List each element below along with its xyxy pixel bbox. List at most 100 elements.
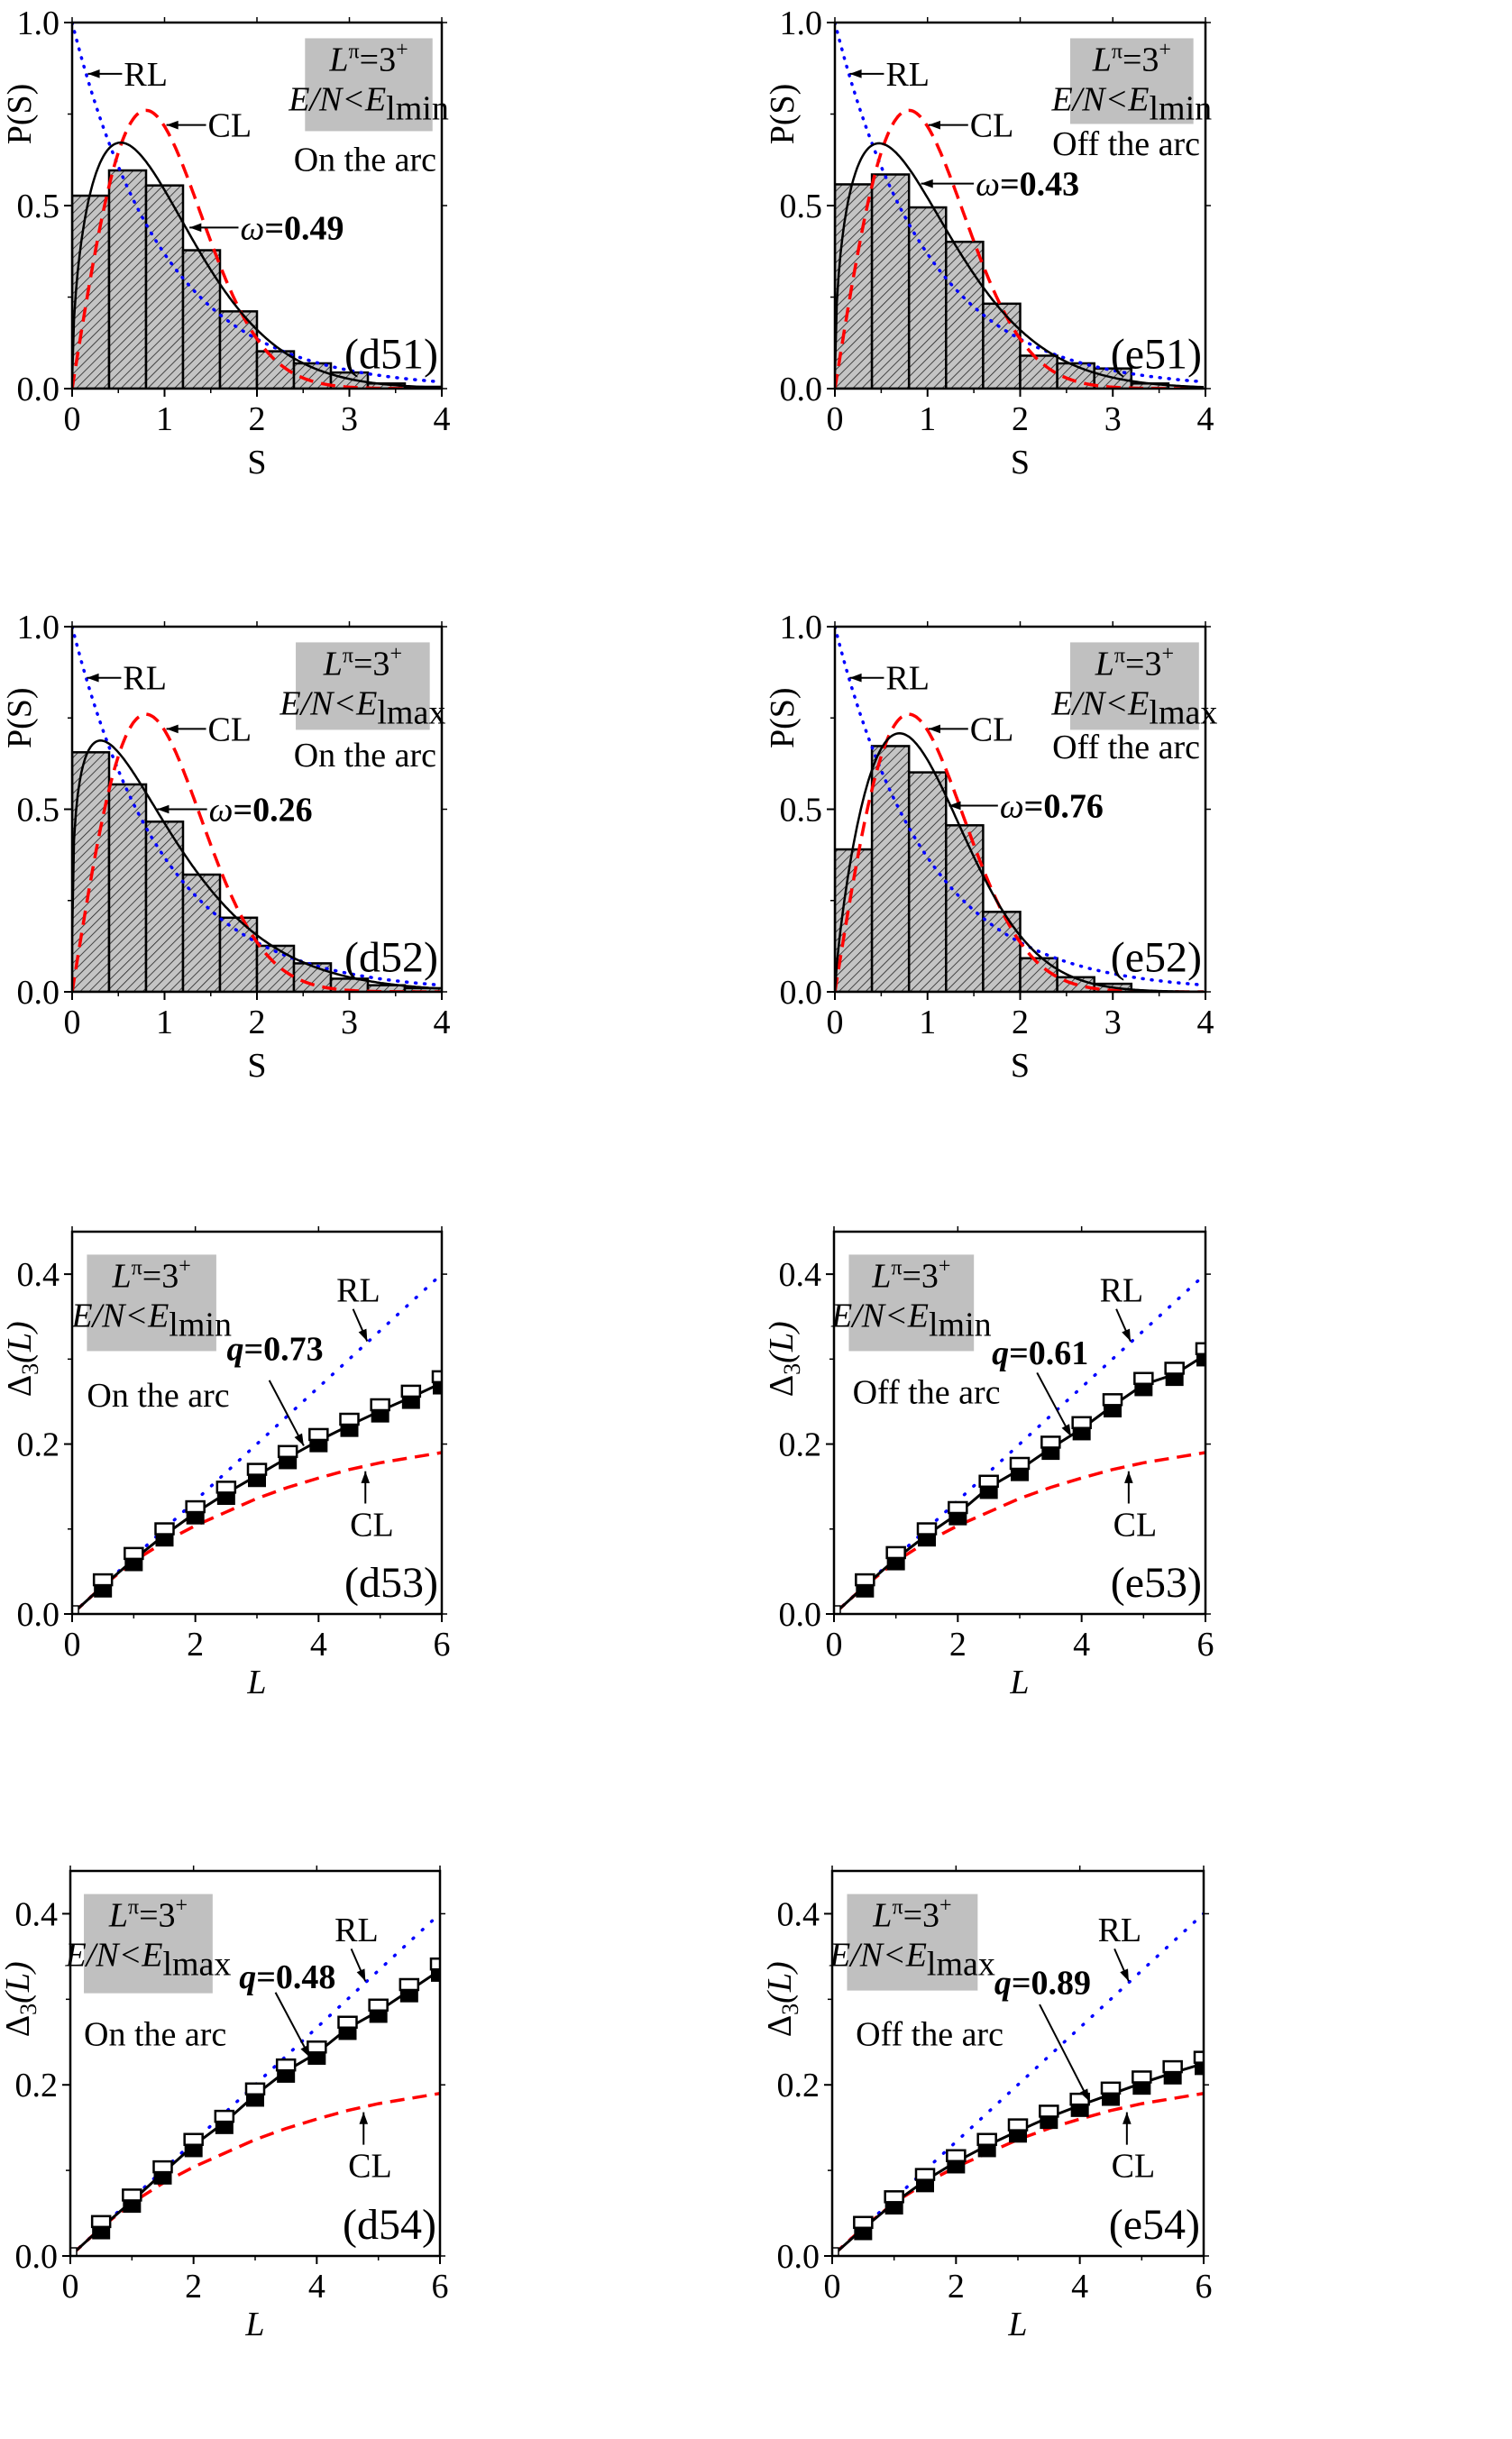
filled-square-marker	[433, 1376, 442, 1395]
fit-parameter-label: ω=0.43	[976, 166, 1079, 204]
x-tick-label: 0	[64, 1626, 81, 1664]
fit-arrow	[274, 1992, 311, 2058]
state-label-box	[848, 1254, 975, 1352]
histogram-bar	[181, 873, 222, 992]
energy: E/N<E	[1050, 80, 1149, 118]
value: =3	[139, 1897, 175, 1935]
spin-parity-label: Lπ=3+	[112, 1254, 191, 1295]
value: =3	[903, 1897, 939, 1935]
delta-sub: 3	[779, 1363, 805, 1375]
region-label: Off the arc	[1052, 125, 1200, 163]
plot-area	[72, 23, 442, 389]
filled-square-marker	[1195, 2057, 1204, 2076]
panel-label: (d52)	[344, 934, 438, 982]
open-square-marker	[1040, 1435, 1061, 1449]
y-tick-label: 0.0	[779, 1596, 822, 1634]
rl-curve	[72, 627, 442, 987]
parity-sup: π	[128, 1896, 139, 1920]
sign-sup: +	[939, 1254, 951, 1278]
plot-area	[72, 627, 442, 992]
histogram-bar	[835, 183, 874, 389]
y-axis-label: Δ3(L)	[0, 1961, 41, 2037]
y-tick-label: 0.2	[777, 2067, 820, 2104]
y-axis-label: Δ3(L)	[1, 1321, 43, 1397]
q-value: =0.48	[256, 1958, 335, 1996]
cl-label: CL	[208, 107, 252, 145]
histogram-bar	[144, 184, 185, 389]
energy: E/N<E	[1050, 684, 1149, 722]
open-square-marker	[124, 1546, 144, 1561]
energy-sub: lmax	[162, 1946, 231, 1984]
parity-sup: π	[343, 644, 353, 667]
sign-sup: +	[1161, 642, 1174, 665]
brody-fit-curve	[835, 142, 1205, 389]
panel-label: (e52)	[1111, 934, 1202, 982]
energy: E/N<E	[829, 1937, 927, 1975]
state-label-box	[87, 1254, 216, 1352]
x-tick-label: 4	[1071, 2268, 1088, 2306]
energy-sub: lmax	[377, 693, 445, 731]
arrow-head	[849, 69, 862, 78]
arrow-head	[948, 801, 961, 811]
arrow-head	[359, 2112, 369, 2124]
arrow-head	[928, 120, 940, 130]
y-tick-label: 0.4	[15, 1895, 59, 1933]
histogram-bar	[181, 249, 222, 389]
open-square-marker	[370, 1398, 390, 1412]
x-tick-label: 0	[62, 2268, 79, 2306]
energy-condition-label: E/N<Elmin	[1050, 80, 1212, 127]
brody-fit-curve	[835, 732, 1204, 992]
x-tick-label: 3	[1104, 400, 1122, 438]
open-square-marker	[307, 2040, 327, 2054]
open-square-marker	[368, 1998, 389, 2013]
panel-label: (d54)	[343, 2201, 436, 2249]
rl-label: RL	[885, 56, 930, 94]
open-square-marker	[832, 2247, 839, 2256]
panel-label: (e51)	[1111, 331, 1202, 379]
fit-parameter-label: ω=0.76	[1000, 787, 1104, 825]
symbol: L	[1092, 41, 1112, 78]
omega: ω	[209, 792, 234, 830]
open-square-marker	[884, 2190, 904, 2204]
energy: E/N<E	[70, 1297, 169, 1334]
delta-sub: 3	[15, 2003, 41, 2015]
x-tick-label: 6	[1196, 2268, 1213, 2306]
x-tick-label: 4	[310, 1626, 327, 1664]
y-tick-label: 0.5	[17, 188, 60, 225]
y-axis-label: P(S)	[764, 687, 802, 748]
y-tick-label: 0.0	[780, 974, 823, 1012]
y-tick-label: 0.4	[779, 1256, 822, 1294]
cl-label: CL	[348, 2148, 392, 2186]
spin-parity-label: Lπ=3+	[871, 1254, 950, 1295]
cl-label: CL	[350, 1506, 394, 1544]
histogram-bar	[218, 916, 259, 992]
open-square-marker	[1100, 2081, 1122, 2095]
region-label: On the arc	[294, 141, 436, 179]
parity-sup: π	[132, 1256, 142, 1279]
region-label: Off the arc	[1052, 729, 1200, 766]
value: =3	[1125, 645, 1161, 683]
fit-arrow	[268, 1380, 305, 1446]
open-square-marker	[1009, 1456, 1031, 1471]
parity-sup: π	[349, 40, 360, 63]
state-label-box	[847, 1893, 978, 1991]
x-tick-label: 0	[827, 1004, 844, 1041]
energy-condition-label: E/N<Elmin	[830, 1297, 992, 1343]
symbol: L	[108, 1897, 128, 1935]
open-square-marker	[214, 2109, 235, 2123]
state-label-box	[1069, 38, 1194, 124]
brody-fit-curve	[72, 141, 441, 389]
histogram-bar	[982, 911, 1022, 992]
sign-sup: +	[176, 1894, 188, 1918]
symbol: L	[872, 1897, 892, 1935]
filled-square-marker	[1196, 1348, 1205, 1367]
y-tick-label: 0.0	[780, 371, 823, 408]
q-value: =0.89	[1012, 1965, 1091, 2003]
open-square-marker	[948, 1500, 968, 1515]
histogram-bar	[870, 745, 911, 992]
rl-label: RL	[334, 1912, 379, 1949]
